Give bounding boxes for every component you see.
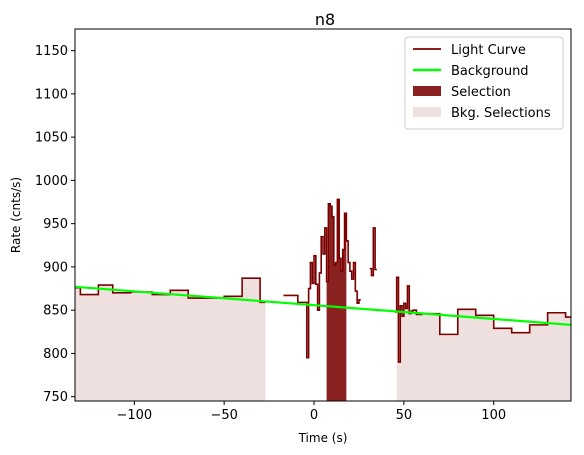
plot-area (75, 198, 571, 401)
x-tick-label: −100 (116, 408, 152, 423)
legend-label: Light Curve (451, 43, 526, 58)
x-tick-label: 0 (310, 408, 318, 423)
axes: −100 −50 0 50 100 750 800 850 900 950 1000 1050 1100… (35, 44, 506, 423)
legend-label: Selection (451, 85, 511, 100)
legend-patch-swatch (413, 86, 441, 96)
x-tick-label: 100 (481, 408, 506, 423)
light-curve-segment (394, 276, 571, 363)
selection-fill (326, 199, 347, 401)
plot-frame (74, 28, 572, 402)
legend-label: Bkg. Selections (451, 106, 551, 121)
x-tick-label: −50 (210, 408, 237, 423)
y-axis-label: Rate (cnts/s) (9, 177, 23, 253)
legend-frame (404, 36, 564, 130)
chart-title: n8 (315, 10, 335, 29)
legend-patch-swatch (413, 107, 441, 117)
y-tick-label: 850 (43, 304, 68, 319)
x-axis-label: Time (s) (298, 431, 348, 445)
y-tick-label: 1000 (35, 174, 68, 189)
y-tick-label: 1050 (35, 131, 68, 146)
bkg-selection-fill (396, 277, 571, 401)
y-tick-label: 800 (43, 347, 68, 362)
y-tick-label: 950 (43, 217, 68, 232)
x-tick-label: 50 (396, 408, 413, 423)
background-line (75, 285, 571, 326)
light-curve-segment (283, 198, 361, 359)
y-tick-label: 750 (43, 390, 68, 405)
legend-label: Background (451, 64, 529, 79)
y-tick-label: 1150 (35, 44, 68, 59)
y-tick-label: 1100 (35, 87, 68, 102)
light-curve-segment (369, 227, 377, 277)
y-tick-label: 900 (43, 260, 68, 275)
bkg-selection-fill (75, 278, 266, 401)
legend: Light Curve Background Selection Bkg. Selec… (404, 36, 564, 130)
